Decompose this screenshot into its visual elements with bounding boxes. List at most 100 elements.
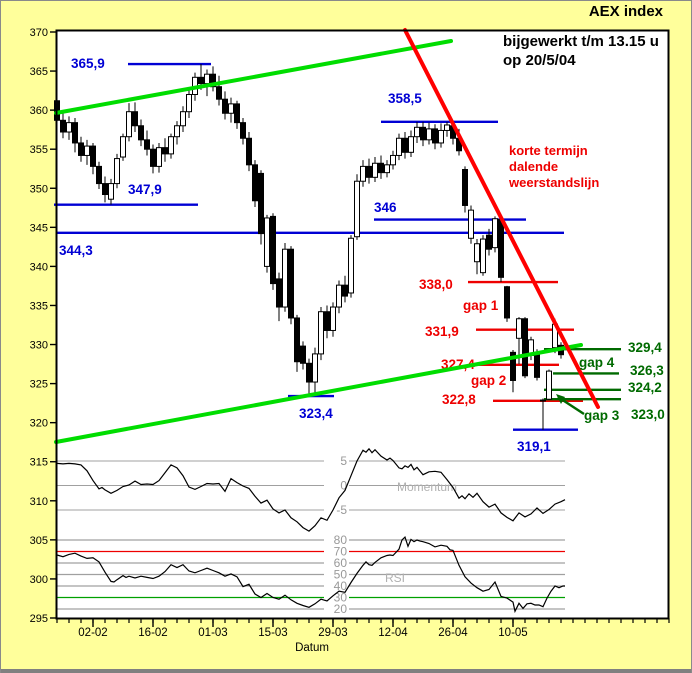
candle-body [354,180,360,238]
upper-rising-trendline [54,39,453,115]
y-axis-label: 325 [30,379,48,391]
level-label: 346 [374,200,397,215]
candle-body [66,122,72,133]
update-note: bijgewerkt t/m 13.15 u op 20/5/04 [503,32,673,70]
candle-body [510,351,516,381]
candle-body [318,311,324,355]
page-title: AEX index [588,3,663,20]
candle-body [546,370,552,400]
candle-body [162,147,168,155]
y-axis-label: 355 [30,144,48,156]
level-label: 329,4 [628,340,662,355]
momentum-tick-label: 0 [340,479,347,493]
level-label: 365,9 [71,56,105,71]
plot-area [56,30,668,618]
y-axis-label: 310 [30,496,48,508]
candle-body [174,125,180,138]
candle-body [156,147,162,167]
candle-body [504,286,510,319]
candle-body [540,399,546,402]
candle-body [132,111,138,127]
x-axis-date-label: 12-04 [378,627,408,639]
x-axis-date-label: 29-03 [318,627,347,639]
candle-body [474,243,480,263]
x-axis-date-label: 02-02 [78,627,107,639]
x-axis-date-label: 15-03 [258,627,287,639]
candle-body [336,284,342,308]
candle-body [342,284,348,297]
candle-body [294,317,300,363]
rsi-tick-label: 80 [334,533,348,547]
candle-body [492,218,498,249]
level-label: 323,4 [299,406,333,421]
x-axis-date-label: 26-04 [438,627,468,639]
y-axis-label: 320 [30,418,48,430]
label-mask [324,591,349,604]
candle-body [210,73,216,88]
candle-body [414,126,420,138]
falling-resistance-trendline [403,28,600,409]
candle-body [408,136,414,153]
y-axis-label: 330 [30,340,48,352]
candle-body [288,248,294,319]
candle-body [90,145,96,167]
update-note-line2: op 20/5/04 [503,52,576,69]
y-axis-label: 370 [30,27,48,39]
candle-body [372,162,378,178]
candle-body [138,125,144,141]
candle-body [108,183,114,200]
label-mask [324,568,349,581]
momentum-line [56,447,566,532]
candle-body [126,111,132,138]
candle-body [144,139,150,150]
candle-body [222,98,228,114]
candle-body [240,122,246,139]
level-label: 324,2 [628,380,662,395]
rsi-line [56,536,565,614]
y-axis-label: 350 [30,183,48,195]
candle-body [438,129,444,144]
rsi-tick-label: 40 [334,579,348,593]
candle-body [168,136,174,155]
y-axis-label: 315 [30,457,48,469]
candle-body [462,169,468,206]
level-label: 338,0 [419,277,453,292]
candle-body [390,154,396,166]
candle-body [426,128,432,141]
momentum-tick-label: 5 [340,454,347,468]
candle-body [150,148,156,167]
candle-body [204,73,210,85]
candle-body [522,318,528,377]
candle-body [402,137,408,153]
resistance-note: korte termijn dalende weerstandslijn [509,143,659,191]
level-label: 347,9 [128,182,162,197]
label-mask [324,602,349,616]
level-label: 323,0 [631,407,665,422]
candle-body [276,278,282,308]
rsi-tick-label: 70 [334,545,348,559]
x-axis-date-label: 10-05 [498,627,527,639]
level-label: 322,8 [442,392,476,407]
label-mask [324,533,349,547]
update-note-line1: bijgewerkt t/m 13.15 u [503,33,659,50]
x-axis-date-label: 01-03 [198,627,227,639]
gap-label: gap 1 [463,298,499,313]
candle-body [312,353,318,383]
rsi-panel-label: RSI [385,571,405,585]
candle-body [516,318,522,339]
candle-body [282,248,288,308]
gap3-arrowhead [556,394,565,404]
label-mask [324,545,349,558]
x-axis-date-label: 16-02 [138,627,167,639]
level-label: 358,5 [388,91,422,106]
resistance-note-line3: weerstandslijn [509,175,600,190]
candle-body [120,136,126,158]
lower-rising-trendline [54,343,583,444]
label-mask [324,479,349,492]
candle-body [348,237,354,294]
candle-body [324,311,330,331]
window-bottom-edge [1,669,691,673]
candle-body [444,124,450,131]
